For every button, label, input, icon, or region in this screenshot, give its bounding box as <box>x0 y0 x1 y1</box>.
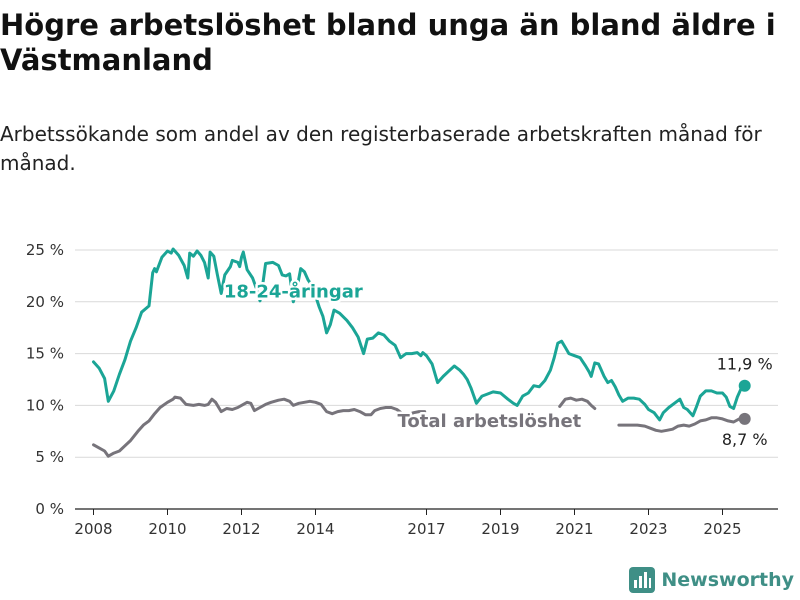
x-tick-label: 2014 <box>296 520 334 538</box>
brand-logo: Newsworthy <box>629 566 794 594</box>
series-labels: 18-24-åringar Total arbetslöshet 11,9 % … <box>221 278 774 451</box>
end-point-young <box>738 379 751 392</box>
x-tick-label: 2012 <box>222 520 260 538</box>
series-line-total-seg-0 <box>92 395 427 458</box>
end-point-total <box>738 412 751 425</box>
x-tick-label: 2021 <box>555 520 593 538</box>
x-tick-label: 2017 <box>407 520 445 538</box>
x-tick-label: 2025 <box>703 520 741 538</box>
x-axis: 2008 2010 2012 2014 2017 2019 2021 2023 2025 <box>74 509 742 538</box>
chart-grid: 0 % 5 % 10 % 15 % 20 % 25 % <box>26 241 778 518</box>
bar-chart-logo-icon <box>629 567 656 593</box>
x-tick-label: 2008 <box>74 520 112 538</box>
x-tick-label: 2010 <box>148 520 186 538</box>
series-line-young <box>92 247 747 422</box>
series-line-total-seg-1 <box>558 396 597 410</box>
brand-name: Newsworthy <box>661 569 794 591</box>
series-label-total: Total arbetslöshet <box>398 411 582 432</box>
y-tick-label: 15 % <box>26 345 64 363</box>
y-tick-label: 5 % <box>35 448 64 466</box>
y-tick-label: 10 % <box>26 396 64 414</box>
y-tick-label: 20 % <box>26 293 64 311</box>
series-label-young: 18-24-åringar <box>224 280 363 302</box>
end-value-label-total: 8,7 % <box>722 430 768 449</box>
x-tick-label: 2019 <box>481 520 519 538</box>
series-layer <box>92 247 751 458</box>
page-title: Högre arbetslöshet bland unga än bland ä… <box>0 8 776 77</box>
y-tick-label: 0 % <box>35 500 64 518</box>
page-subtitle: Arbetssökande som andel av den registerb… <box>0 122 762 175</box>
end-value-label-young: 11,9 % <box>717 355 773 374</box>
series-line-total-seg-2 <box>617 416 747 433</box>
y-tick-label: 25 % <box>26 241 64 259</box>
x-tick-label: 2023 <box>629 520 667 538</box>
